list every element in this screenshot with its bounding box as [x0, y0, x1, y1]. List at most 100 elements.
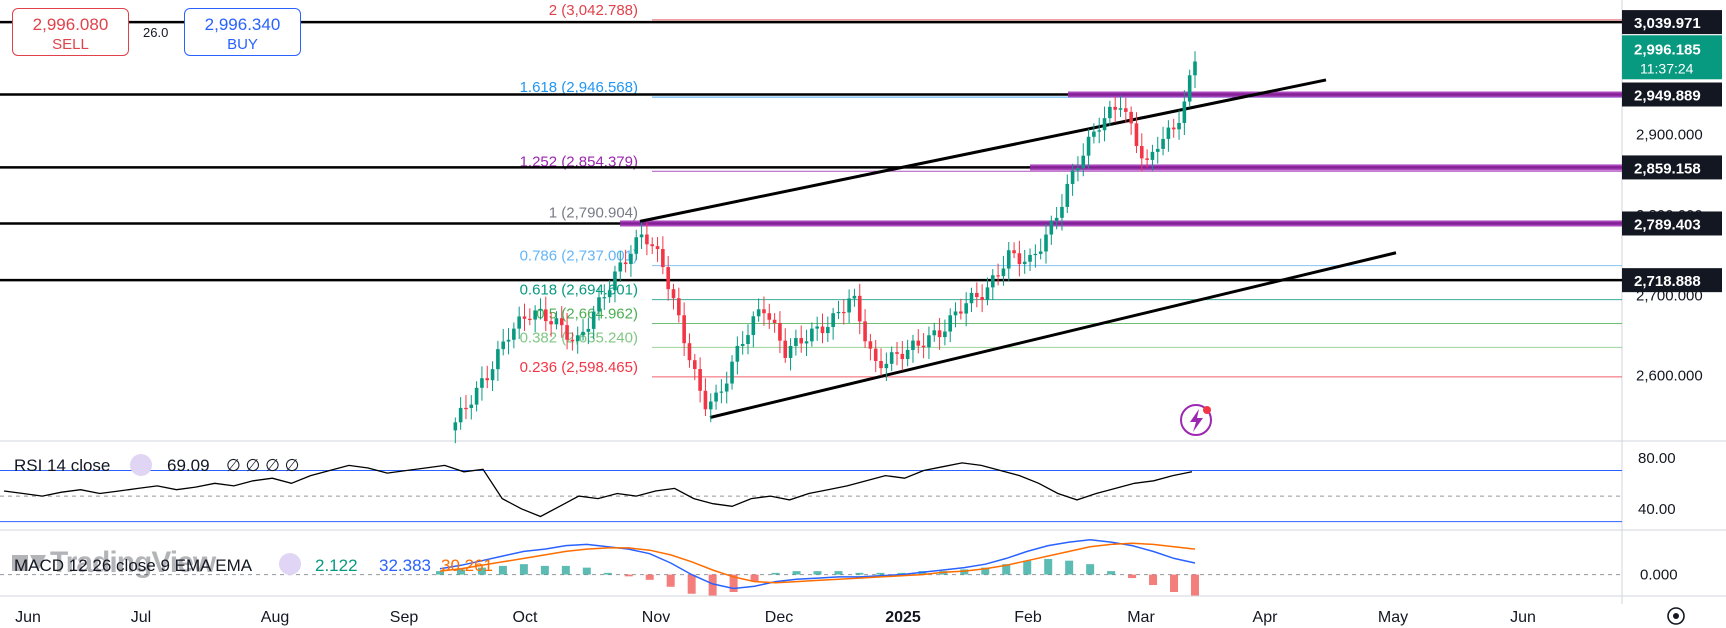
candle-body-71	[831, 313, 835, 327]
candle-body-16	[538, 309, 543, 311]
candle-body-136	[1177, 122, 1181, 130]
candle-body-70	[826, 326, 830, 334]
candle-body-74	[847, 298, 851, 313]
candle-body-9	[501, 341, 506, 350]
sell-button[interactable]: 2,996.080 SELL	[12, 8, 129, 56]
macd-hist-13	[708, 574, 717, 596]
candle-body-10	[506, 339, 511, 342]
time-tick-10: Apr	[1253, 609, 1279, 626]
candle-body-27	[597, 297, 601, 312]
candle-body-102	[996, 275, 1000, 277]
rsi-legend: RSI 14 close 69.09 ∅ ∅ ∅ ∅	[14, 454, 299, 476]
sell-label: SELL	[52, 36, 89, 53]
macd-hist-0	[436, 571, 444, 575]
rsi-settings-icon	[130, 454, 152, 476]
current-price-bg	[1622, 35, 1722, 80]
candle-body-73	[841, 311, 846, 314]
candle-body-69	[820, 326, 825, 334]
candle-body-115	[1065, 183, 1070, 207]
macd-hist-14	[729, 574, 738, 592]
macd-hist-36	[1191, 574, 1199, 596]
candle-body-15	[533, 310, 537, 320]
candle-body-5	[480, 378, 484, 388]
candle-body-126	[1124, 108, 1128, 112]
macd-hist-2	[477, 567, 486, 575]
candle-body-123	[1108, 106, 1112, 119]
macd-hist-7	[582, 567, 591, 575]
channel-upper-line	[639, 78, 1327, 223]
candle-body-8	[496, 349, 500, 370]
candle-body-106	[1017, 253, 1022, 265]
gear-icon	[1667, 607, 1685, 625]
time-tick-9: Mar	[1127, 609, 1155, 626]
fib-label-8: 0.236 (2,598.465)	[520, 359, 638, 376]
candle-body-86	[911, 340, 915, 350]
candle-body-77	[863, 321, 867, 342]
candle-body-28	[602, 297, 607, 299]
candle-body-76	[857, 295, 862, 322]
candle-body-68	[815, 326, 819, 329]
candle-body-121	[1097, 130, 1102, 132]
candle-body-4	[474, 387, 479, 405]
countdown-label: 11:37:24	[1640, 60, 1694, 76]
candle-body-29	[607, 290, 612, 298]
candle-body-45	[692, 360, 697, 370]
candle-body-25	[586, 328, 591, 332]
buy-button[interactable]: 2,996.340 BUY	[184, 8, 301, 56]
candle-body-130	[1145, 158, 1149, 160]
candle-body-116	[1070, 170, 1075, 184]
macd-legend-value-0: 2.122	[315, 556, 358, 575]
macd-hist-16	[771, 572, 780, 575]
macd-hist-33	[1128, 574, 1137, 579]
candle-body-99	[980, 297, 984, 300]
candle-body-12	[517, 316, 521, 329]
time-tick-11: May	[1378, 609, 1408, 626]
candle-body-107	[1022, 261, 1027, 265]
candle-body-93	[948, 315, 953, 332]
candle-body-61	[778, 322, 782, 341]
candle-body-30	[613, 271, 617, 291]
macd-hist-11	[666, 574, 675, 587]
time-tick-0: Jun	[15, 609, 41, 626]
candle-body-44	[687, 343, 692, 361]
zone-3	[620, 220, 1622, 227]
candle-body-78	[868, 341, 873, 349]
candle-body-17	[543, 309, 548, 322]
alert-dot-icon	[1203, 406, 1211, 414]
candle-body-20	[559, 318, 564, 326]
candle-body-56	[751, 316, 756, 336]
candle-body-82	[889, 352, 894, 364]
candle-body-14	[528, 318, 532, 321]
candle-body-131	[1150, 151, 1155, 160]
candle-body-55	[746, 335, 750, 344]
candle-body-47	[703, 390, 708, 410]
candle-body-3	[469, 404, 474, 408]
macd-hist-28	[1023, 560, 1032, 575]
macd-legend-value-1: 32.383	[379, 556, 431, 575]
candle-body-135	[1171, 127, 1176, 130]
candle-body-119	[1086, 136, 1091, 156]
macd-legend-title: MACD 12 26 close 9 EMA EMA	[14, 556, 253, 575]
candle-body-67	[810, 328, 814, 342]
level-label-1: 2,949.889	[1634, 87, 1701, 104]
level-label-2: 2,859.158	[1634, 160, 1701, 177]
candle-body-83	[895, 352, 899, 354]
time-tick-1: Jul	[131, 609, 151, 626]
candle-body-34	[634, 237, 639, 254]
macd-hist-31	[1086, 564, 1095, 575]
candle-body-46	[698, 369, 702, 391]
price-tick-0: 2,600.000	[1636, 368, 1703, 385]
candle-body-94	[953, 311, 958, 316]
macd-hist-17	[792, 571, 801, 575]
candle-body-23	[575, 335, 580, 342]
candle-body-108	[1028, 254, 1032, 262]
candle-body-52	[730, 361, 734, 384]
candle-body-26	[591, 311, 596, 329]
candle-body-0	[453, 422, 458, 431]
candle-body-113	[1054, 217, 1059, 221]
macd-legend: MACD 12 26 close 9 EMA EMA 2.122 32.383 30.…	[14, 553, 493, 575]
candle-body-120	[1092, 131, 1096, 137]
candle-body-132	[1155, 148, 1160, 152]
candle-body-60	[772, 319, 777, 323]
candle-body-128	[1134, 123, 1139, 147]
